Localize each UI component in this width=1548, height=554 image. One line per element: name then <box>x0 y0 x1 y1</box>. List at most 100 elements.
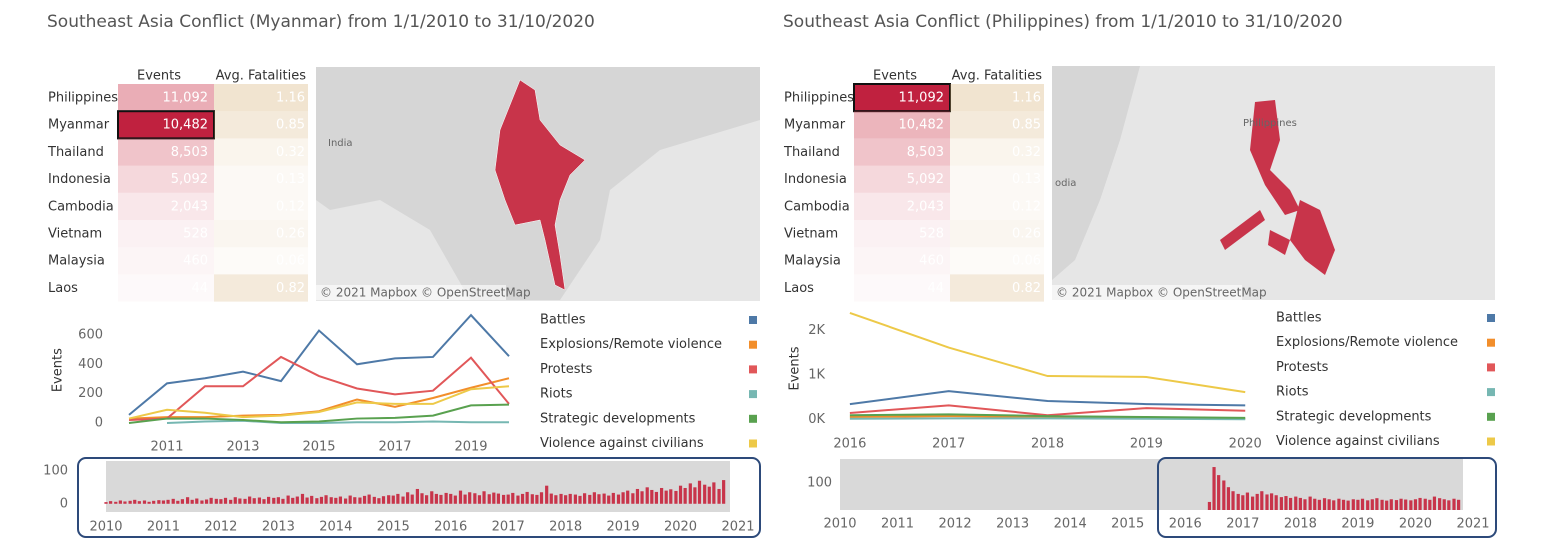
events-cell <box>854 192 950 220</box>
x-tick-label: 2010 <box>89 520 122 535</box>
y-axis-label: Events <box>51 348 66 392</box>
bar <box>688 483 692 504</box>
bar <box>358 497 362 504</box>
bar <box>473 493 477 504</box>
fatalities-value: 1.16 <box>1012 91 1041 106</box>
bar <box>539 492 544 504</box>
bar <box>1423 498 1427 510</box>
fatalities-value: 0.85 <box>276 118 305 133</box>
x-tick-label: 2011 <box>150 440 183 455</box>
attribution-bg <box>316 285 506 300</box>
bar <box>1341 499 1346 510</box>
bar <box>549 493 553 504</box>
bar <box>272 497 276 504</box>
x-tick-label: 2017 <box>1226 517 1259 532</box>
bar <box>310 495 314 504</box>
bar <box>152 500 156 504</box>
series-line <box>128 403 510 424</box>
legend-label: Protests <box>540 362 593 377</box>
bar <box>1428 499 1432 510</box>
x-tick-label: 2019 <box>1341 517 1374 532</box>
country: Vietnam <box>784 227 838 242</box>
bar <box>1366 500 1370 510</box>
fatalities-cell <box>950 220 1044 248</box>
events-value: 44 <box>927 281 944 296</box>
bar <box>1303 499 1307 510</box>
bar <box>281 498 285 504</box>
bar <box>1370 499 1374 510</box>
bar <box>1284 496 1288 510</box>
x-tick-label: 2020 <box>1399 517 1432 532</box>
bar <box>1255 493 1259 510</box>
legend-swatch <box>749 390 757 399</box>
x-tick-label: 2018 <box>1031 437 1064 452</box>
bar <box>578 495 582 504</box>
legend-label: Strategic developments <box>540 411 696 426</box>
bar <box>635 488 640 504</box>
events-cell <box>854 111 950 139</box>
bar <box>319 496 324 504</box>
x-tick-label: 2018 <box>549 520 582 535</box>
bar <box>458 490 463 504</box>
bar <box>166 499 170 504</box>
events-cell <box>854 138 950 166</box>
bar <box>463 494 467 504</box>
country: Vietnam <box>48 227 102 242</box>
bar <box>1308 496 1312 510</box>
bar <box>1337 498 1341 510</box>
bar <box>1298 497 1302 510</box>
bar <box>712 482 716 504</box>
fatalities-cell <box>214 247 308 275</box>
legend-swatch <box>1487 338 1495 347</box>
bar <box>223 497 228 504</box>
country: Myanmar <box>784 118 846 133</box>
attribution: © 2021 Mapbox © OpenStreetMap <box>320 286 531 300</box>
events-cell <box>854 220 950 248</box>
legend-swatch <box>1487 388 1495 397</box>
x-tick-label: 2013 <box>226 440 259 455</box>
legend-swatch <box>749 365 757 374</box>
attribution: © 2021 Mapbox © OpenStreetMap <box>1056 286 1267 300</box>
bar <box>209 497 213 504</box>
series-line <box>128 355 510 422</box>
series-line <box>128 385 510 420</box>
legend-label: Protests <box>1276 360 1329 375</box>
bar <box>1346 500 1350 510</box>
series-line <box>849 413 1246 419</box>
bar <box>1332 500 1336 510</box>
bar <box>1217 475 1221 510</box>
country: Cambodia <box>48 199 114 214</box>
y-tick-label: 600 <box>78 327 103 342</box>
fatalities-value: 0.32 <box>1012 145 1041 160</box>
fatalities-cell <box>950 138 1044 166</box>
bar <box>1279 497 1283 510</box>
bar <box>559 493 563 504</box>
bar <box>171 498 175 504</box>
bar <box>1394 500 1399 510</box>
highlight-frame <box>77 457 761 538</box>
x-tick-label: 2012 <box>204 520 237 535</box>
fatalities-cell <box>214 111 308 139</box>
bar <box>645 487 649 504</box>
bar <box>1399 498 1403 510</box>
events-value: 460 <box>919 254 944 269</box>
bar <box>305 497 309 504</box>
x-tick-label: 2010 <box>823 517 856 532</box>
bar <box>1322 498 1327 510</box>
bar <box>161 500 166 504</box>
bar <box>324 495 328 504</box>
fatalities-value: 0.13 <box>1012 172 1041 187</box>
bar <box>568 493 572 504</box>
bar <box>1360 498 1365 510</box>
bar <box>683 487 687 504</box>
events-value: 528 <box>919 227 944 242</box>
country: Malaysia <box>784 254 841 269</box>
column-header: Events <box>137 69 181 84</box>
fatalities-value: 0.13 <box>276 172 305 187</box>
bar <box>128 500 132 504</box>
events-cell <box>118 247 214 275</box>
bar <box>420 493 424 504</box>
bar <box>602 493 606 504</box>
bar <box>453 495 457 504</box>
bar <box>573 494 578 504</box>
